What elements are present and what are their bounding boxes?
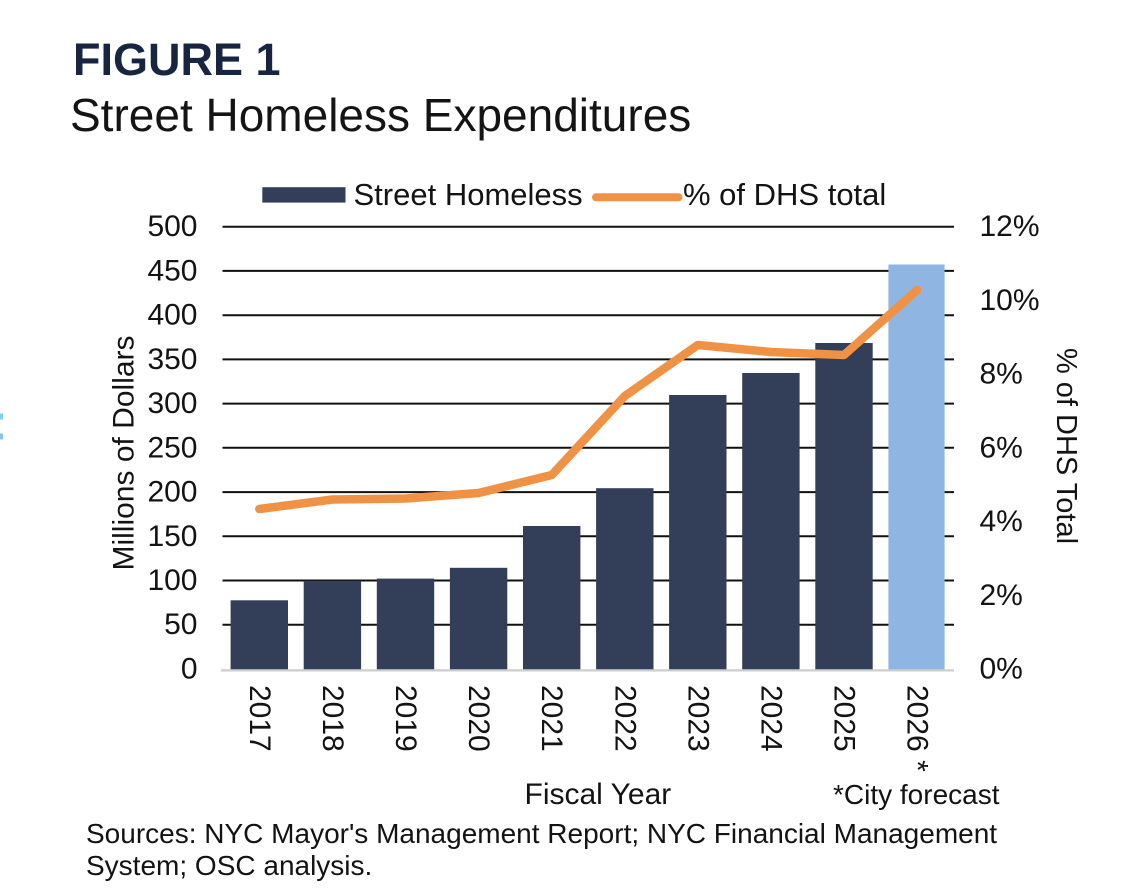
- svg-text:350: 350: [147, 343, 197, 376]
- svg-text:2024: 2024: [754, 685, 787, 752]
- svg-text:100: 100: [147, 564, 197, 597]
- svg-text:*City forecast: *City forecast: [833, 779, 1000, 810]
- svg-text:10%: 10%: [980, 284, 1040, 317]
- svg-text:150: 150: [147, 520, 197, 553]
- svg-text:2023: 2023: [681, 685, 714, 752]
- svg-text:System; OSC analysis.: System; OSC analysis.: [86, 850, 372, 881]
- svg-text:2020: 2020: [462, 685, 495, 752]
- svg-text:2017: 2017: [243, 685, 276, 752]
- svg-text:2026 *: 2026 *: [901, 685, 934, 772]
- svg-text:% of DHS Total: % of DHS Total: [1050, 348, 1082, 544]
- svg-text:450: 450: [147, 254, 197, 287]
- svg-text:500: 500: [147, 210, 197, 243]
- svg-text:200: 200: [147, 476, 197, 509]
- svg-text:% of DHS total: % of DHS total: [683, 177, 886, 212]
- svg-text:Street Homeless: Street Homeless: [354, 177, 583, 212]
- svg-text:Millions of Dollars: Millions of Dollars: [108, 335, 141, 570]
- svg-text:2021: 2021: [535, 685, 568, 752]
- svg-text:2025: 2025: [828, 685, 861, 752]
- svg-text:0%: 0%: [980, 653, 1023, 686]
- svg-text:Sources: NYC Mayor's Managemen: Sources: NYC Mayor's Management Report; …: [86, 818, 997, 849]
- svg-text:2018: 2018: [316, 685, 349, 752]
- svg-text:6%: 6%: [980, 431, 1023, 464]
- svg-text:Fiscal Year: Fiscal Year: [525, 778, 672, 811]
- svg-text:4%: 4%: [980, 505, 1023, 538]
- svg-text:0: 0: [181, 653, 198, 686]
- svg-text:8%: 8%: [980, 358, 1023, 391]
- svg-text:2%: 2%: [980, 579, 1023, 612]
- svg-text:2019: 2019: [389, 685, 422, 752]
- svg-text:50: 50: [164, 608, 197, 641]
- svg-text:12%: 12%: [980, 210, 1040, 243]
- svg-text:400: 400: [147, 299, 197, 332]
- svg-text:2022: 2022: [608, 685, 641, 752]
- svg-text:300: 300: [147, 387, 197, 420]
- svg-text:250: 250: [147, 431, 197, 464]
